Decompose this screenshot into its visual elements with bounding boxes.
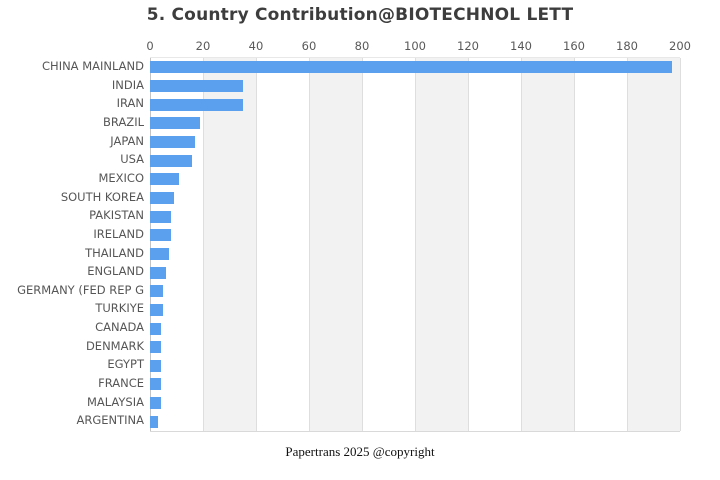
category-label: ENGLAND [87,264,144,279]
bar-row [150,207,680,226]
category-label: JAPAN [110,133,144,148]
x-tick-label: 60 [301,39,317,53]
bar-row [150,133,680,152]
gridline [415,58,416,431]
category-label: INDIA [111,77,144,92]
bar [150,79,243,92]
bar [150,61,673,74]
bar [150,98,243,111]
bar [150,322,161,335]
x-tick-label: 40 [248,39,264,53]
bar [150,210,172,223]
gridline [362,58,363,431]
gridline [680,58,681,431]
bar-row [150,282,680,301]
gridline [574,58,575,431]
bar [150,266,166,279]
x-tick-label: 200 [669,39,691,53]
bar [150,359,161,372]
category-label: MALAYSIA [86,394,144,409]
category-label: PAKISTAN [89,208,144,223]
x-tick-label: 0 [146,39,154,53]
chart-title: 5. Country Contribution@BIOTECHNOL LETT [146,5,574,25]
bar [150,154,193,167]
bar [150,415,158,428]
category-label: SOUTH KOREA [60,189,144,204]
category-label: IRAN [116,96,144,111]
bar-row [150,170,680,189]
bar-row [150,58,680,77]
gridline [256,58,257,431]
bar-row [150,226,680,245]
x-tick-label: 160 [563,39,585,53]
category-label: FRANCE [98,376,144,391]
background-band [309,58,362,431]
category-label: EGYPT [107,357,144,372]
bar [150,135,196,148]
category-label: IRELAND [93,226,144,241]
copyright-footer: Papertrans 2025 @copyright [285,444,435,459]
category-label: CHINA MAINLAND [42,59,144,73]
x-tick-label: 100 [404,39,426,53]
x-tick-label: 80 [354,39,370,53]
bar-row [150,151,680,170]
bar-row [150,77,680,96]
gridline [203,58,204,431]
bar-row [150,245,680,264]
category-label: USA [120,152,144,167]
category-label: ARGENTINA [76,413,144,428]
bar [150,229,172,242]
bar-row [150,263,680,282]
bar-row [150,319,680,338]
bar [150,303,164,316]
category-label: GERMANY (FED REP G [17,282,144,297]
bar-row [150,394,680,413]
bar-row [150,95,680,114]
y-axis-line [150,58,151,431]
category-label: DENMARK [85,338,144,353]
x-tick-label: 180 [616,39,638,53]
background-band [521,58,574,431]
plot-area [150,57,681,432]
gridline [309,58,310,431]
gridline [468,58,469,431]
x-tick-label: 120 [457,39,479,53]
category-label: TURKIYE [95,301,144,316]
gridline [627,58,628,431]
category-label: THAILAND [85,245,144,260]
bar-row [150,338,680,357]
bar [150,397,161,410]
bar-row [150,357,680,376]
bar [150,117,201,130]
bar-rows [150,58,680,431]
gridline [521,58,522,431]
bar [150,341,161,354]
x-tick-label: 140 [510,39,532,53]
category-label: CANADA [95,320,144,335]
bar [150,285,164,298]
bar-row [150,189,680,208]
category-label: MEXICO [98,170,144,185]
category-label: BRAZIL [103,114,144,129]
bar-row [150,412,680,431]
background-band [627,58,680,431]
x-tick-label: 20 [195,39,211,53]
background-band [203,58,256,431]
bar-row [150,114,680,133]
bar-row [150,375,680,394]
background-band [415,58,468,431]
bar [150,173,180,186]
bar [150,247,169,260]
bar-row [150,301,680,320]
bar [150,191,174,204]
bar [150,378,161,391]
